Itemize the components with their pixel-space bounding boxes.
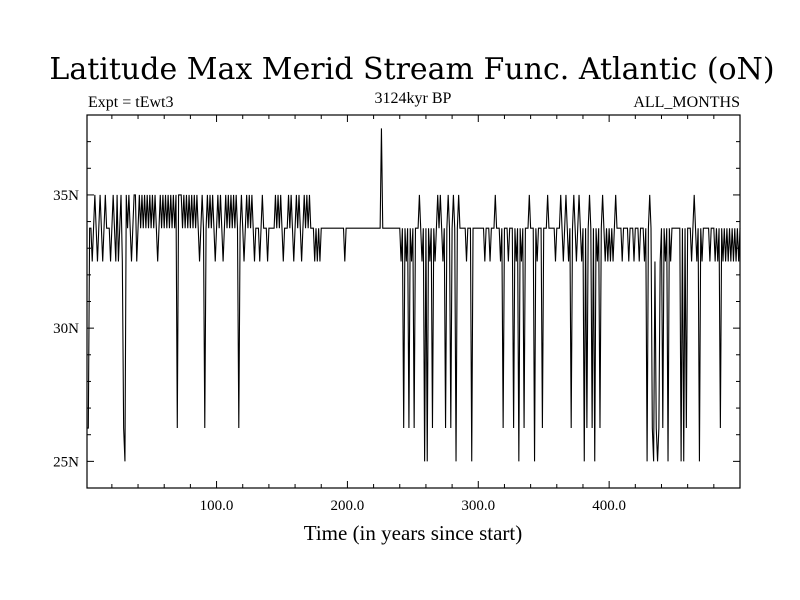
- ticks-group: [87, 115, 740, 488]
- plot-frame: [86, 114, 741, 489]
- x-axis-label: Time (in years since start): [304, 521, 523, 545]
- x-tick-labels: 100.0 200.0 300.0 400.0: [200, 498, 626, 514]
- subtitle-left: Expt = tEwt3: [88, 94, 173, 111]
- x-tick-label: 300.0: [461, 498, 495, 514]
- x-tick-label: 100.0: [200, 498, 234, 514]
- y-tick-label: 35N: [53, 188, 79, 204]
- subtitle-center: 3124kyr BP: [375, 90, 452, 107]
- x-tick-label: 200.0: [331, 498, 365, 514]
- y-tick-label: 30N: [53, 321, 79, 337]
- y-tick-labels: 25N 30N 35N: [53, 188, 79, 470]
- x-tick-label: 400.0: [592, 498, 626, 514]
- y-tick-label: 25N: [53, 454, 79, 470]
- subtitle-right: ALL_MONTHS: [633, 94, 740, 111]
- plot-area: [86, 114, 741, 489]
- series-group: [87, 128, 741, 462]
- series-line: [87, 128, 741, 462]
- chart-title: Latitude Max Merid Stream Func. Atlantic…: [49, 52, 774, 87]
